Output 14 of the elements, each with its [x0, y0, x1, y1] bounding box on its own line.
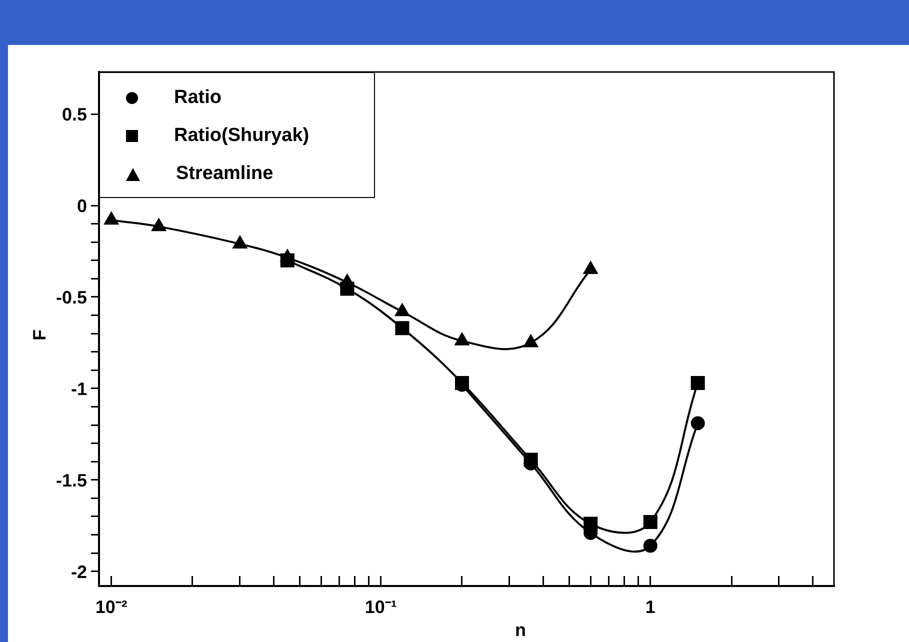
legend-label: Ratio	[174, 87, 222, 109]
y-tick-label: 0.5	[62, 104, 87, 125]
legend-label: Streamline	[176, 163, 274, 185]
y-tick-label: -1.5	[56, 470, 87, 490]
y-axis-title: F	[30, 330, 50, 340]
legend-label: Ratio(Shuryak)	[174, 125, 310, 147]
y-tick-label: -2	[70, 562, 87, 582]
x-tick-label: 10⁻¹	[364, 597, 397, 617]
x-tick-label: 10⁻²	[95, 597, 128, 617]
y-tick-label: 0	[76, 196, 87, 216]
y-tick-label: -1	[70, 378, 87, 399]
y-tick-label: -0.5	[56, 287, 87, 308]
x-axis-title: n	[515, 620, 526, 640]
x-tick-label: 1	[645, 597, 656, 617]
